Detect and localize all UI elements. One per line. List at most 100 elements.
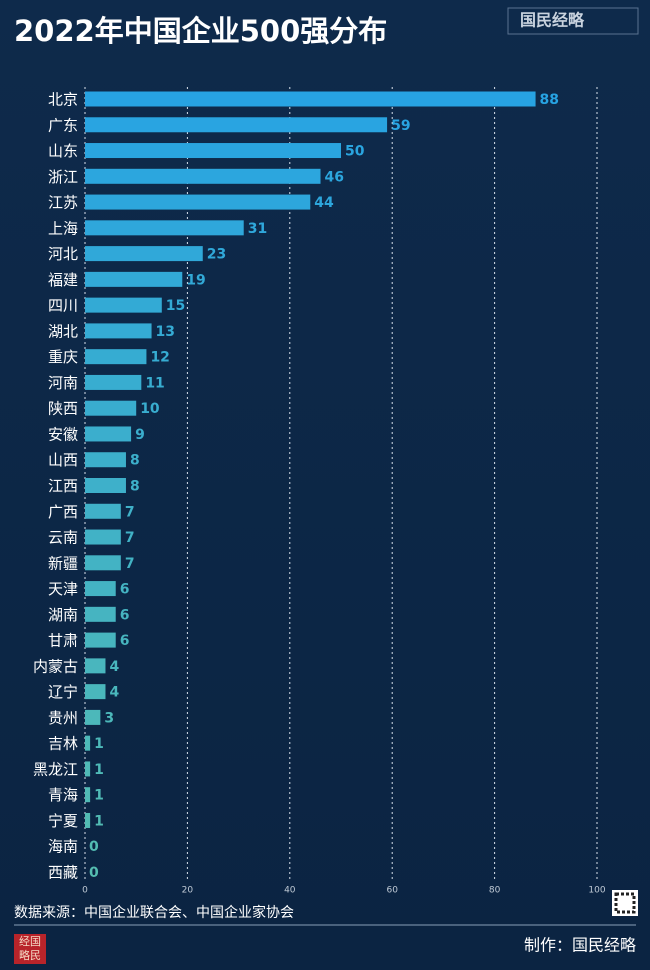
y-tick-label: 云南 [48, 529, 78, 547]
y-tick-label: 湖南 [48, 606, 78, 624]
data-label: 46 [325, 169, 344, 185]
bar [85, 323, 152, 339]
y-tick-label: 山东 [48, 142, 78, 160]
bar [85, 812, 91, 828]
bar [85, 503, 121, 519]
y-tick-label: 福建 [48, 271, 78, 289]
y-tick-label: 宁夏 [48, 812, 78, 830]
bar [85, 658, 106, 674]
y-tick-label: 河南 [48, 374, 78, 392]
data-label: 13 [156, 324, 175, 340]
data-label: 31 [248, 221, 267, 237]
bar [85, 143, 341, 159]
data-label: 7 [125, 556, 135, 572]
y-tick-label: 广东 [48, 116, 78, 134]
y-tick-label: 陕西 [48, 400, 78, 418]
x-tick-label: 80 [489, 886, 501, 896]
bar [85, 478, 126, 493]
bar [85, 735, 91, 751]
y-tick-label: 河北 [48, 245, 78, 263]
data-label: 8 [130, 453, 140, 469]
bar [85, 194, 311, 210]
bar [85, 220, 244, 236]
data-label: 3 [104, 710, 114, 726]
bar [85, 400, 137, 416]
data-label: 15 [166, 298, 185, 314]
stamp [14, 934, 46, 964]
x-tick-label: 40 [284, 886, 296, 896]
data-label: 19 [186, 272, 205, 288]
bar [85, 581, 116, 597]
y-tick-label: 内蒙古 [33, 657, 78, 675]
data-label: 44 [314, 195, 334, 211]
source: 数据来源：中国企业联合会、中国企业家协会 [14, 904, 294, 921]
y-tick-label: 贵州 [48, 709, 78, 727]
credit: 制作：国民经略 [524, 936, 636, 955]
y-tick-label: 甘肃 [48, 632, 78, 650]
x-tick-label: 60 [386, 886, 398, 896]
y-tick-label: 江苏 [48, 194, 78, 212]
y-tick-label: 天津 [48, 580, 78, 598]
stamp-text: 经国 [19, 935, 41, 948]
bar [85, 529, 121, 545]
data-label: 6 [120, 633, 130, 649]
bar [85, 787, 91, 803]
bar [85, 349, 147, 365]
x-tick-label: 0 [82, 886, 88, 896]
x-tick-label: 20 [182, 886, 194, 896]
chart-title: 2022年中国企业500强分布 [14, 14, 387, 48]
y-tick-label: 湖北 [48, 322, 78, 340]
bar [85, 374, 142, 390]
y-tick-label: 海南 [48, 838, 78, 856]
y-tick-label: 浙江 [48, 168, 78, 186]
y-tick-label: 北京 [48, 91, 78, 109]
data-label: 1 [94, 762, 104, 778]
bar [85, 452, 126, 468]
logo: 国民经略 [520, 11, 585, 30]
y-tick-label: 安徽 [48, 425, 78, 443]
y-tick-label: 黑龙江 [33, 760, 78, 778]
qr-pattern [614, 892, 636, 914]
data-label: 6 [120, 582, 130, 598]
bar [85, 606, 116, 622]
data-label: 7 [125, 530, 135, 546]
bar [85, 91, 536, 107]
bar [85, 632, 116, 648]
data-label: 4 [109, 659, 119, 675]
data-label: 0 [89, 865, 99, 881]
data-label: 12 [150, 350, 169, 366]
y-tick-label: 广西 [48, 503, 78, 521]
logo-frame [507, 7, 639, 35]
bar [85, 168, 321, 184]
bar [85, 684, 106, 700]
bar [85, 271, 183, 287]
y-tick-label: 上海 [48, 219, 78, 237]
data-label: 8 [130, 479, 140, 495]
data-label: 9 [135, 427, 145, 443]
data-label: 1 [94, 813, 104, 829]
y-tick-label: 江西 [48, 477, 78, 495]
y-tick-label: 吉林 [48, 735, 78, 753]
bar [85, 709, 101, 725]
data-label: 1 [94, 788, 104, 804]
data-label: 1 [94, 736, 104, 752]
data-label: 88 [540, 92, 559, 108]
y-tick-label: 辽宁 [48, 683, 78, 701]
y-tick-label: 重庆 [48, 348, 78, 366]
bar [85, 117, 388, 133]
x-tick-label: 100 [588, 886, 605, 896]
data-label: 10 [140, 401, 160, 417]
bar [85, 246, 203, 262]
y-tick-label: 四川 [48, 297, 78, 315]
bar [85, 555, 121, 571]
data-label: 59 [391, 118, 410, 134]
bar [85, 426, 132, 442]
data-label: 4 [109, 685, 119, 701]
data-label: 6 [120, 607, 130, 623]
stamp-text: 略民 [19, 948, 41, 962]
data-label: 7 [125, 504, 135, 520]
bar [85, 297, 162, 313]
y-tick-label: 西藏 [48, 864, 78, 882]
data-label: 50 [345, 144, 365, 160]
